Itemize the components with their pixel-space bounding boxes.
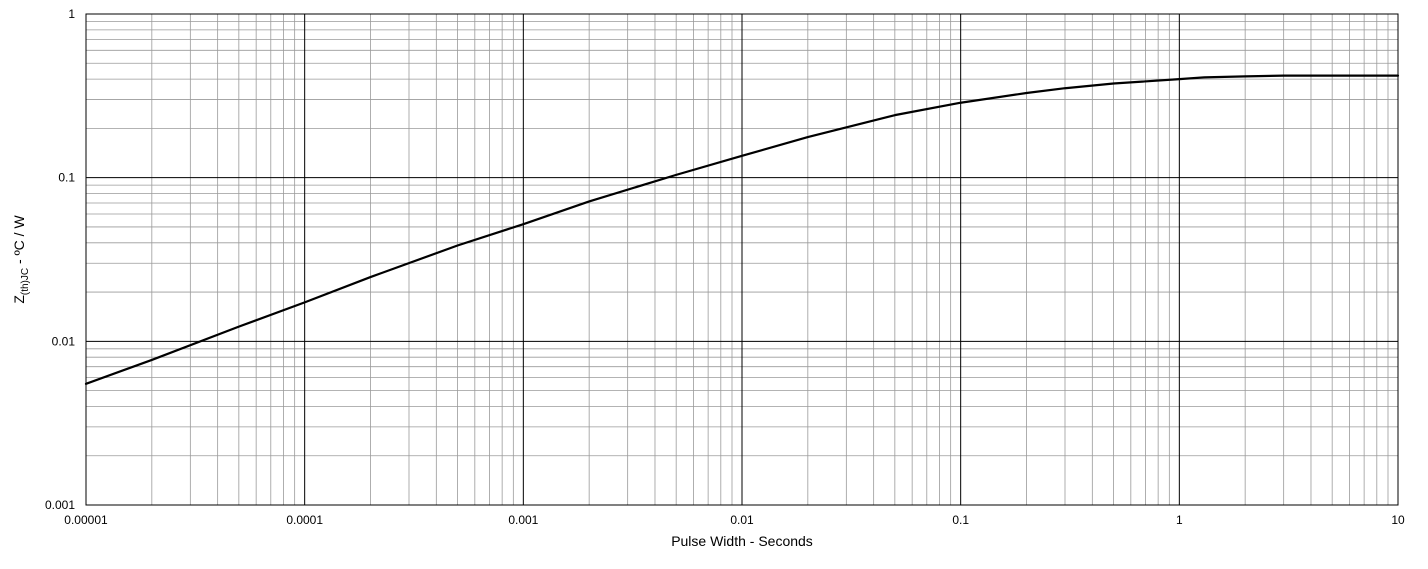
y-axis-title-subscript: (th)JC xyxy=(20,268,31,295)
y-axis-title-main: Z xyxy=(11,295,27,304)
y-tick-label: 1 xyxy=(68,7,75,21)
x-axis-title: Pulse Width - Seconds xyxy=(671,533,813,549)
y-axis-title: Z(th)JC - ºC / W xyxy=(11,215,31,304)
y-tick-label: 0.1 xyxy=(58,171,75,185)
x-tick-label: 1 xyxy=(1176,513,1183,527)
y-tick-label: 0.001 xyxy=(45,498,75,512)
major-grid xyxy=(86,14,1398,505)
x-tick-label: 0.001 xyxy=(508,513,538,527)
plot-area-frame xyxy=(85,13,1399,506)
x-tick-label: 0.00001 xyxy=(64,513,108,527)
x-tick-label: 0.1 xyxy=(952,513,969,527)
series-line-0 xyxy=(84,74,1400,385)
series-layer xyxy=(84,74,1400,385)
x-tick-label: 10 xyxy=(1391,513,1405,527)
x-tick-label: 0.01 xyxy=(730,513,754,527)
x-axis-tick-labels: 0.00001 0.0001 0.001 0.01 0.1 1 10 xyxy=(64,513,1405,527)
x-tick-label: 0.0001 xyxy=(286,513,323,527)
y-axis-title-suffix: - ºC / W xyxy=(11,215,27,268)
y-tick-label: 0.01 xyxy=(52,334,76,348)
y-axis-tick-labels: 0.001 0.01 0.1 1 xyxy=(45,7,75,512)
